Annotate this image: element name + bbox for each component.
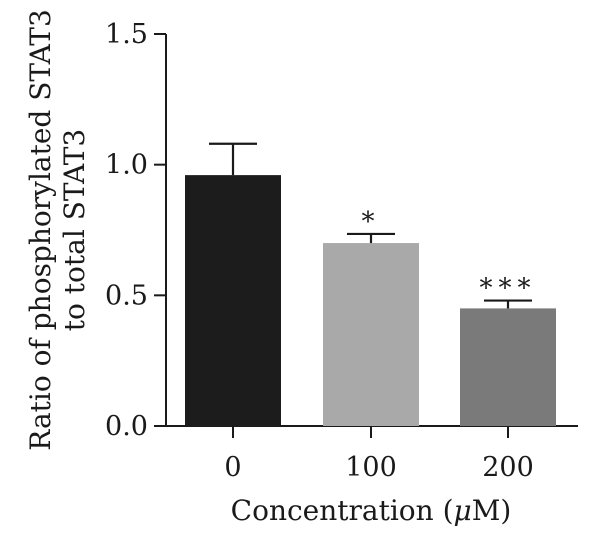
x-tick-label: 0 — [224, 452, 241, 483]
y-tick-label: 1.5 — [105, 19, 148, 50]
y-axis-title-line1: Ratio of phosphorylated STAT3 — [24, 9, 57, 451]
x-axis-title-prefix: Concentration ( — [231, 494, 454, 527]
x-axis-title-mu: μ — [454, 494, 472, 527]
x-tick-label: 100 — [345, 452, 397, 483]
bar — [460, 308, 556, 426]
bar — [323, 243, 419, 426]
y-axis-title-line2: to total STAT3 — [58, 129, 91, 331]
y-axis-title: Ratio of phosphorylated STAT3 to total S… — [24, 9, 91, 451]
y-ticks: 0.0 0.5 1.0 1.5 — [105, 19, 166, 442]
y-tick-label: 1.0 — [105, 150, 148, 181]
y-tick-label: 0.0 — [105, 411, 148, 442]
x-axis-title: Concentration (μM) — [231, 494, 512, 527]
significance-marker: *** — [480, 274, 537, 304]
bar — [185, 175, 281, 426]
y-tick-label: 0.5 — [105, 280, 148, 311]
x-ticks: 0 100 200 — [224, 426, 534, 483]
bars: **** — [185, 142, 556, 426]
x-tick-label: 200 — [482, 452, 534, 483]
significance-marker: * — [362, 207, 381, 237]
x-axis-title-suffix: M) — [472, 494, 512, 527]
